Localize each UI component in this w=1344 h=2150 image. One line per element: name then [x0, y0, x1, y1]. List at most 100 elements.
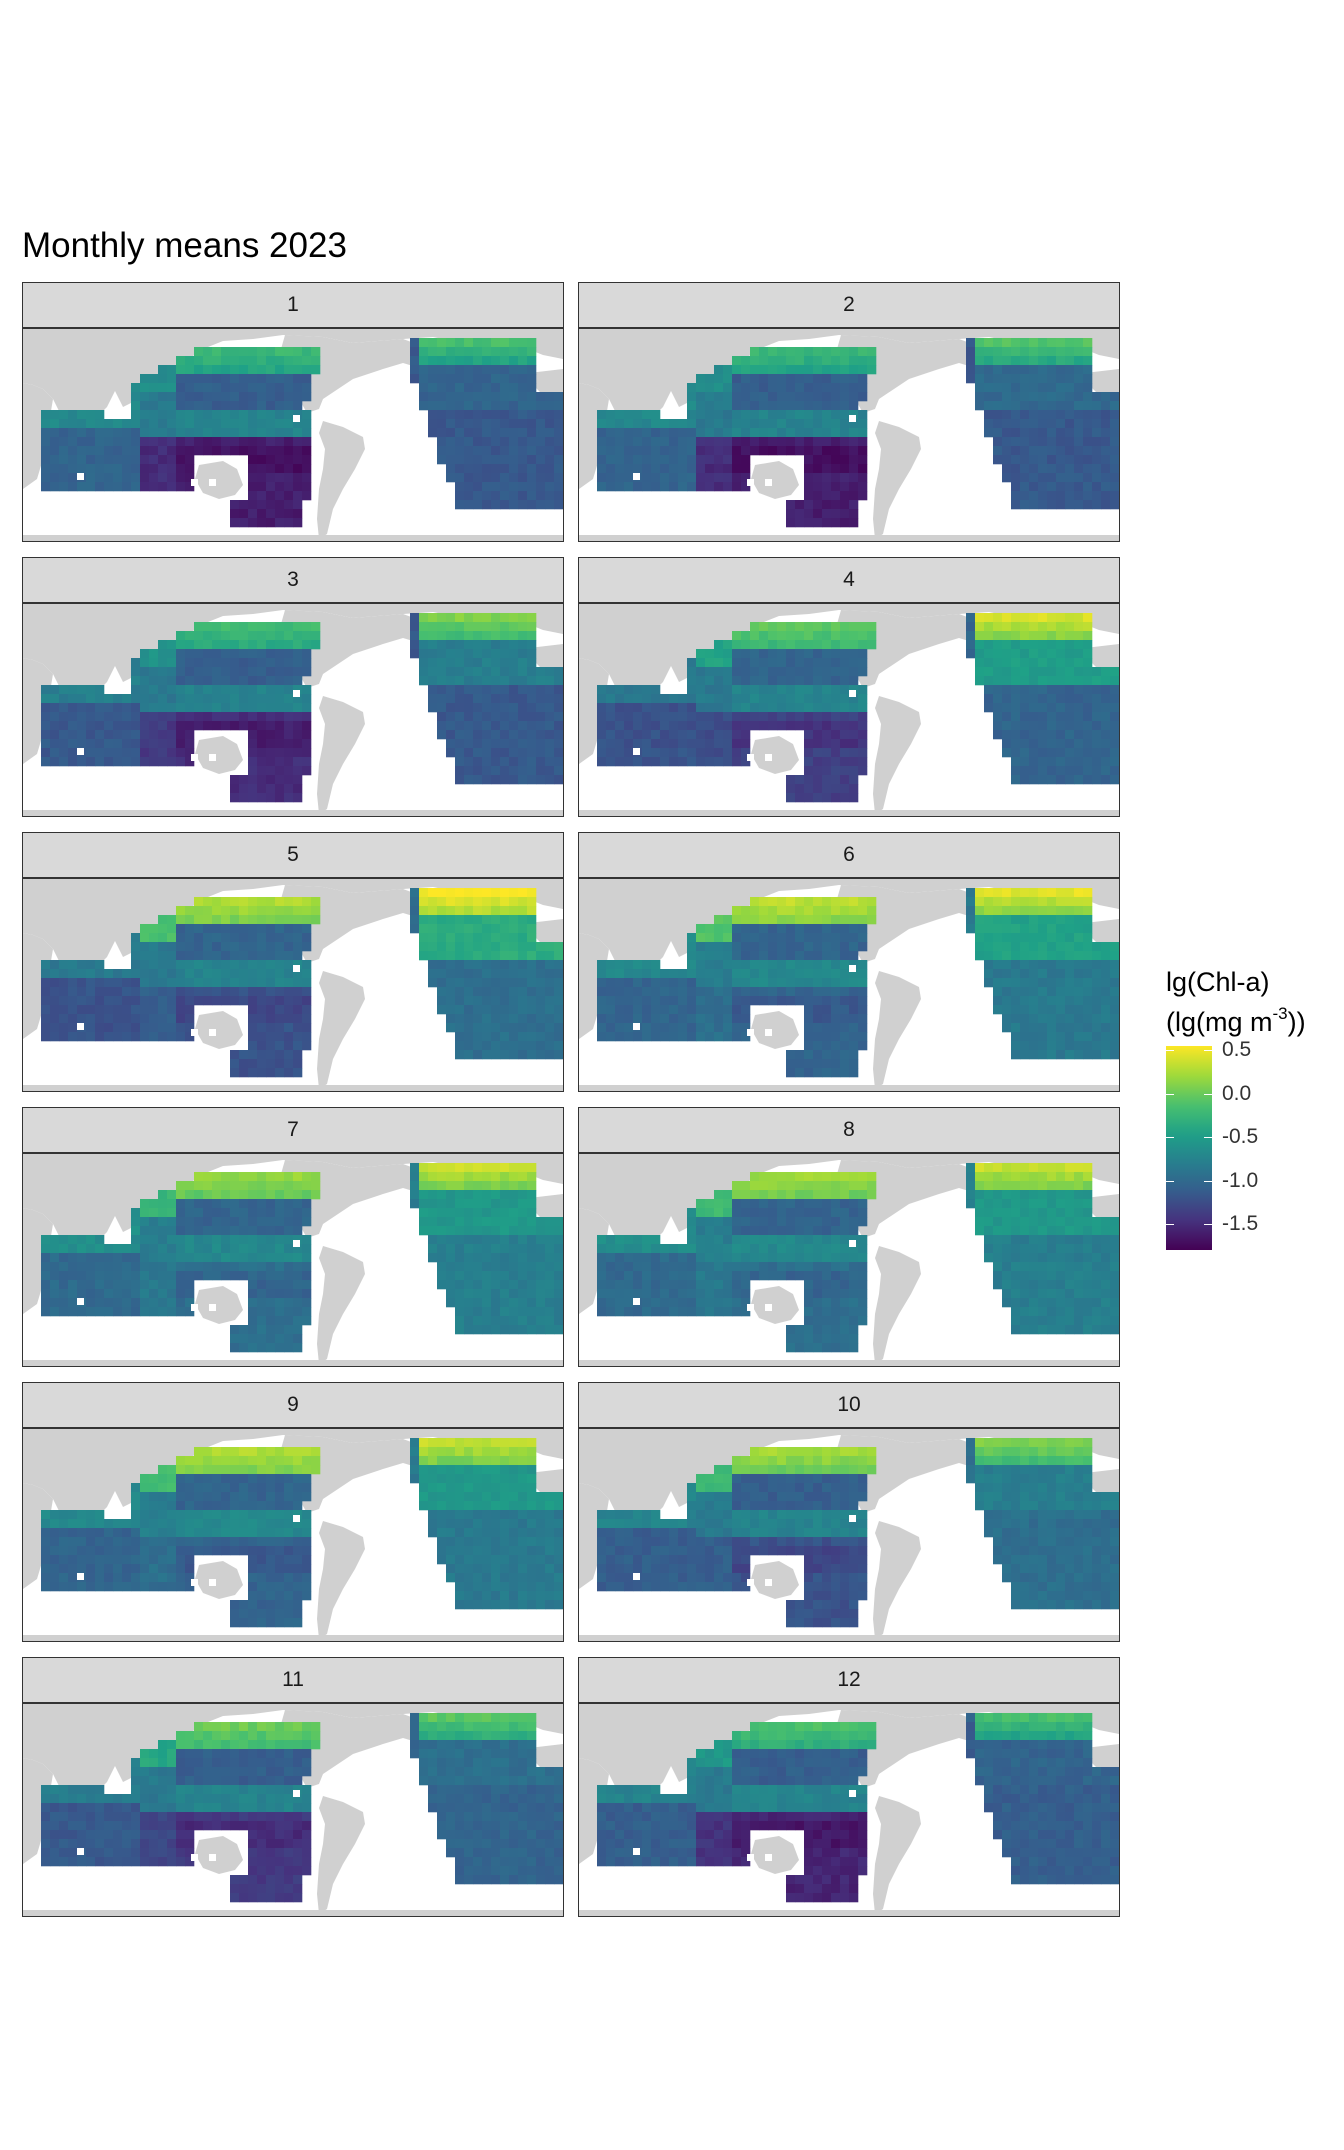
chl-cell [59, 730, 69, 740]
chl-cell [464, 1316, 474, 1326]
chl-cell [437, 897, 447, 907]
chl-cell [194, 1217, 204, 1227]
chl-cell [455, 676, 465, 686]
chl-cell [482, 1208, 492, 1218]
chl-cell [1020, 996, 1030, 1006]
chl-cell [1110, 500, 1119, 510]
chl-cell [1029, 640, 1039, 650]
chl-cell [509, 1262, 519, 1272]
chl-cell [804, 784, 814, 794]
chl-cell [615, 960, 625, 970]
chl-cell [858, 703, 868, 713]
chl-cell [678, 748, 688, 758]
chl-cell [410, 356, 420, 366]
chl-cell [86, 473, 96, 483]
chl-cell [554, 1023, 563, 1033]
chl-cell [813, 410, 823, 420]
chl-cell [68, 473, 78, 483]
chl-cell [1092, 951, 1102, 961]
chl-cell [1029, 338, 1039, 348]
chl-cell [633, 1005, 643, 1015]
chl-cell [230, 1325, 240, 1335]
chl-cell [545, 455, 555, 465]
chl-cell [185, 1226, 195, 1236]
chl-cell [1011, 658, 1021, 668]
chl-cell [455, 987, 465, 997]
chl-cell [527, 356, 537, 366]
chl-cell [597, 1014, 607, 1024]
chl-cell [293, 676, 303, 686]
chl-cell [266, 1023, 276, 1033]
chl-cell [473, 703, 483, 713]
chl-cell [77, 987, 87, 997]
chl-cell [473, 1289, 483, 1299]
chl-cell [203, 942, 213, 952]
chl-cell [59, 482, 69, 492]
chl-cell [266, 428, 276, 438]
chl-cell [536, 455, 546, 465]
chl-cell [302, 1217, 312, 1227]
chl-cell [804, 703, 814, 713]
chl-cell [203, 410, 213, 420]
world-map-svg [23, 329, 563, 541]
chl-cell [1065, 766, 1075, 776]
chl-cell [822, 766, 832, 776]
chl-cell [275, 1235, 285, 1245]
chl-cell [527, 1325, 537, 1335]
chl-cell [804, 960, 814, 970]
chl-cell [140, 987, 150, 997]
chl-cell [1038, 676, 1048, 686]
chl-cell [230, 1190, 240, 1200]
chl-cell [1020, 775, 1030, 785]
chl-cell [194, 347, 204, 357]
chl-cell [284, 410, 294, 420]
chl-cell [759, 356, 769, 366]
chl-cell [158, 464, 168, 474]
chl-cell [606, 1244, 616, 1254]
chl-cell [741, 712, 751, 722]
chl-cell [518, 383, 528, 393]
chl-cell [113, 428, 123, 438]
chl-cell [230, 1181, 240, 1191]
chl-cell [95, 739, 105, 749]
chl-cell [239, 1244, 249, 1254]
chl-cell [158, 676, 168, 686]
chl-cell [1056, 437, 1066, 447]
chl-cell [518, 1298, 528, 1308]
chl-cell [1074, 969, 1084, 979]
chl-cell [158, 383, 168, 393]
land-shape [579, 879, 1119, 979]
chl-cell [293, 1334, 303, 1344]
chl-cell [804, 1032, 814, 1042]
chl-cell [1011, 482, 1021, 492]
chl-cell [741, 437, 751, 447]
chl-cell [185, 1307, 195, 1317]
chl-cell [1029, 383, 1039, 393]
chl-cell [266, 793, 276, 803]
chl-cell [473, 1253, 483, 1263]
chl-cell [597, 455, 607, 465]
chl-cell [741, 757, 751, 767]
chl-cell [428, 924, 438, 934]
chl-cell [615, 437, 625, 447]
chl-cell [167, 401, 177, 411]
chl-cell [813, 915, 823, 925]
chl-cell [1047, 933, 1057, 943]
chl-cell [185, 446, 195, 456]
chl-cell [266, 1050, 276, 1060]
chl-cell [1083, 924, 1093, 934]
chl-cell [482, 482, 492, 492]
chl-cell [50, 455, 60, 465]
chl-cell [849, 730, 859, 740]
chl-cell [149, 374, 159, 384]
chl-cell [149, 455, 159, 465]
chl-cell [239, 1199, 249, 1209]
chl-cell [1020, 730, 1030, 740]
chl-cell [723, 915, 733, 925]
chl-cell [302, 1262, 312, 1272]
chl-cell [257, 658, 267, 668]
chl-cell [624, 464, 634, 474]
chl-cell [1020, 455, 1030, 465]
chl-cell [527, 969, 537, 979]
chl-cell [131, 1226, 141, 1236]
